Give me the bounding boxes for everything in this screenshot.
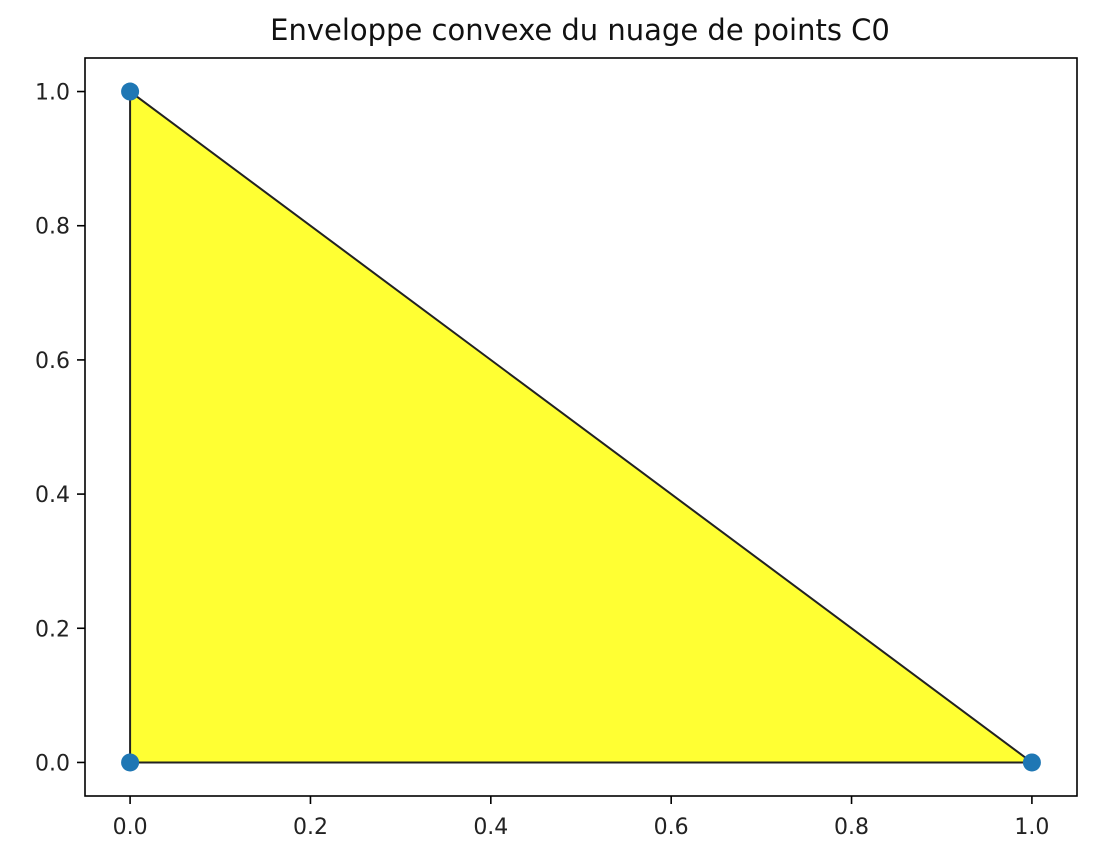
y-tick-label: 0.8 xyxy=(35,215,70,240)
x-tick-label: 0.0 xyxy=(113,815,148,840)
y-tick-label: 0.6 xyxy=(35,349,70,374)
x-tick-label: 0.6 xyxy=(654,815,689,840)
y-tick-label: 0.4 xyxy=(35,483,70,508)
x-tick-label: 1.0 xyxy=(1014,815,1049,840)
y-tick-label: 1.0 xyxy=(35,81,70,106)
x-tick-label: 0.8 xyxy=(834,815,869,840)
x-tick-label: 0.4 xyxy=(473,815,508,840)
data-point-1 xyxy=(1022,753,1041,772)
y-axis: 0.0 0.2 0.4 0.6 0.8 1.0 xyxy=(35,81,85,776)
data-point-0 xyxy=(121,753,140,772)
plot-area xyxy=(121,82,1041,772)
x-tick-label: 0.2 xyxy=(293,815,328,840)
convex-hull-polygon xyxy=(129,89,1035,764)
data-point-2 xyxy=(121,82,140,101)
y-tick-label: 0.2 xyxy=(35,617,70,642)
chart-title: Enveloppe convexe du nuage de points C0 xyxy=(270,13,890,47)
axes-frame xyxy=(84,57,1078,797)
x-axis: 0.0 0.2 0.4 0.6 0.8 1.0 xyxy=(113,796,1049,840)
y-tick-label: 0.0 xyxy=(35,751,70,776)
